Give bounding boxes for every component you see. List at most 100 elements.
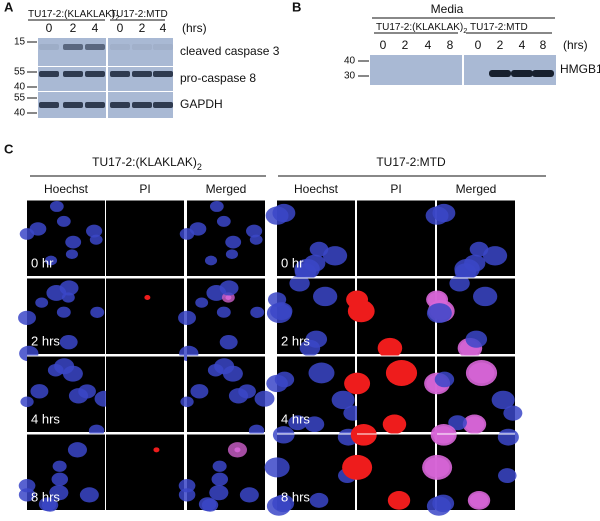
marker-label: 55	[14, 67, 26, 78]
image-tile	[106, 278, 184, 354]
nucleus	[219, 280, 239, 296]
row-label: 8 hrs	[281, 489, 310, 504]
band	[63, 102, 83, 108]
nucleus	[294, 258, 320, 280]
panel-label: C	[4, 141, 14, 156]
column-label: Merged	[206, 182, 247, 196]
pi-stain	[144, 295, 151, 301]
nucleus	[20, 396, 34, 408]
nucleus	[454, 258, 480, 280]
band	[110, 44, 130, 50]
panel-label: B	[292, 0, 301, 14]
time-label: 0	[46, 21, 53, 35]
nucleus	[56, 306, 71, 318]
row-label: 4 hrs	[281, 411, 310, 426]
nucleus	[65, 249, 78, 260]
time-label: 2	[497, 38, 504, 52]
time-label: 2	[139, 21, 146, 35]
nucleus	[207, 363, 224, 377]
nucleus	[289, 275, 310, 292]
time-label: 4	[92, 21, 99, 35]
nucleus	[52, 460, 67, 472]
nucleus	[239, 487, 259, 503]
row-label: 2 hrs	[281, 333, 310, 348]
nucleus	[178, 310, 196, 326]
band	[132, 102, 152, 108]
marker-label: 40	[344, 56, 356, 67]
nucleus	[309, 492, 329, 508]
blot-label: pro-caspase 8	[180, 71, 256, 85]
blot	[38, 67, 173, 91]
nucleus	[482, 246, 508, 266]
nucleus	[305, 330, 328, 348]
band	[63, 71, 83, 77]
pi-stain	[462, 414, 487, 435]
column-label: Merged	[456, 182, 497, 196]
nucleus	[250, 306, 265, 318]
group-subscript: 2	[463, 26, 467, 35]
group-text: TU17-2:MTD	[376, 155, 446, 169]
pi-stain	[382, 414, 407, 435]
band	[489, 70, 511, 77]
nucleus	[254, 390, 275, 407]
time-label: 0	[117, 21, 124, 35]
pi-stain	[350, 423, 377, 446]
row-label: 4 hrs	[31, 411, 60, 426]
band	[511, 70, 533, 77]
time-label: 2	[402, 38, 409, 52]
time-label: 8	[447, 38, 454, 52]
band	[153, 44, 173, 50]
time-label: 8	[540, 38, 547, 52]
nucleus	[30, 384, 49, 399]
nucleus	[304, 416, 325, 433]
marker-label: 40	[14, 108, 26, 119]
pi-stain	[385, 359, 418, 386]
nucleus	[274, 371, 295, 388]
group-text: TU17-2:MTD	[470, 22, 528, 33]
row-label: 0 hr	[31, 255, 54, 270]
nucleus	[225, 249, 238, 260]
pi-stain	[422, 454, 453, 480]
nucleus	[89, 234, 103, 245]
group-label: TU17-2:(KLAKLAK)2	[28, 9, 119, 23]
nucleus	[18, 479, 36, 493]
nucleus	[35, 297, 49, 308]
blot-label: cleaved caspase 3	[180, 44, 280, 58]
time-label: 4	[160, 21, 167, 35]
nucleus	[473, 286, 498, 307]
time-label: 2	[70, 21, 77, 35]
time-label: 4	[519, 38, 526, 52]
marker-label: 15	[14, 37, 26, 48]
time-label: 0	[380, 38, 387, 52]
nucleus	[272, 426, 295, 444]
nucleus	[59, 280, 79, 296]
nucleus	[448, 415, 467, 431]
nucleus	[432, 203, 456, 223]
nucleus	[47, 363, 64, 377]
group-label: TU17-2:MTD	[376, 155, 446, 169]
nucleus	[465, 330, 488, 348]
blot	[38, 38, 173, 66]
nucleus	[204, 255, 218, 266]
image-tile	[106, 356, 184, 432]
nucleus	[201, 498, 219, 512]
nucleus	[178, 488, 196, 502]
pi-stain	[153, 447, 160, 453]
pi-stain	[430, 423, 457, 446]
nucleus	[90, 306, 105, 318]
band	[39, 71, 59, 77]
group-label: TU17-2:MTD	[470, 22, 528, 33]
nucleus	[41, 498, 59, 512]
nucleus	[49, 484, 69, 501]
nucleus	[313, 286, 338, 307]
nucleus	[209, 200, 224, 212]
band	[63, 44, 83, 50]
media-title: Media	[431, 2, 464, 16]
nucleus	[59, 335, 78, 350]
nucleus	[209, 484, 229, 501]
nucleus	[449, 275, 470, 292]
time-label: 0	[475, 38, 482, 52]
nucleus	[56, 215, 71, 227]
nucleus	[264, 457, 290, 478]
nucleus	[225, 235, 242, 249]
